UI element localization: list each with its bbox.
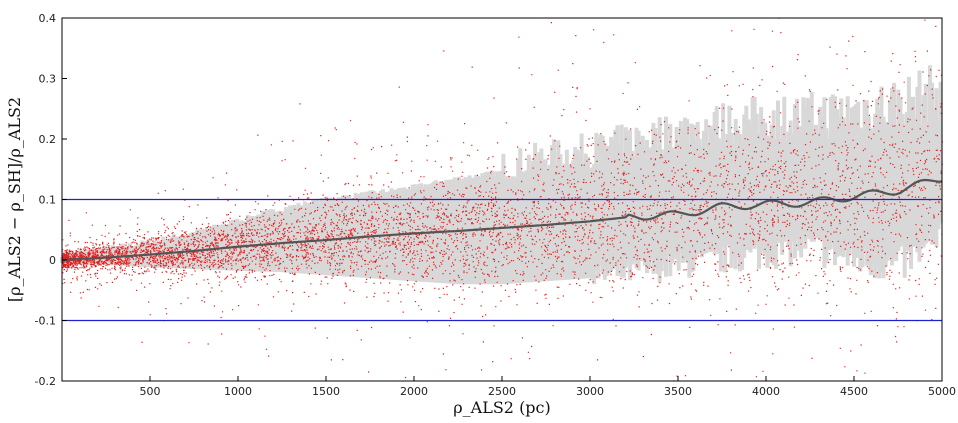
y-tick-label: 0.4	[39, 12, 57, 25]
y-tick-label: 0.3	[39, 73, 57, 86]
y-tick-label: -0.1	[35, 315, 56, 328]
y-tick-label: 0	[49, 254, 56, 267]
y-tick-label: 0.2	[39, 133, 57, 146]
running-median	[61, 178, 943, 262]
x-tick-label: 2000	[400, 385, 428, 398]
reference-lines	[62, 198, 942, 322]
x-tick-label: 5000	[928, 385, 956, 398]
y-axis-label: [ρ_ALS2 − ρ_SH]/ρ_ALS2	[5, 97, 24, 302]
x-axis-label: ρ_ALS2 (pc)	[453, 398, 551, 417]
axis-ticks: 500 1000 1500 2000 2500 3000 3500 4000 4500 5000 -…	[35, 12, 956, 398]
x-tick-label: 4500	[840, 385, 868, 398]
x-tick-label: 3500	[664, 385, 692, 398]
median-line	[61, 178, 943, 262]
x-tick-label: 2500	[488, 385, 516, 398]
x-tick-label: 3000	[576, 385, 604, 398]
y-tick-label: -0.2	[35, 375, 56, 388]
x-tick-label: 1000	[224, 385, 252, 398]
x-tick-label: 1500	[312, 385, 340, 398]
x-tick-label: 500	[140, 385, 161, 398]
x-tick-label: 4000	[752, 385, 780, 398]
y-tick-label: 0.1	[39, 194, 57, 207]
